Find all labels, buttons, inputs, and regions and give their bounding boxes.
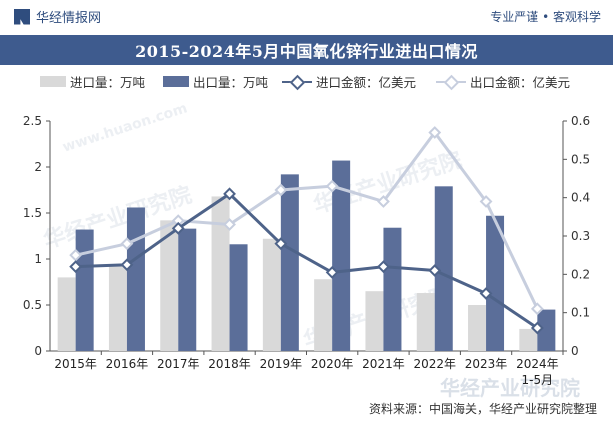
point-import-amt — [428, 264, 442, 277]
y-right-tick-label: 0.1 — [571, 306, 590, 320]
bar-import-qty — [108, 266, 127, 351]
point-export-amt — [428, 126, 442, 139]
top-bar: 华经情报网 专业严谨 • 客观科学 — [0, 0, 613, 34]
legend-label-import-amt: 进口金额：亿美元 — [316, 75, 417, 90]
brand-name: 华经情报网 — [36, 11, 102, 26]
legend-item-import-qty: 进口量：万吨 — [40, 72, 145, 91]
legend-item-export-qty: 出口量：万吨 — [163, 72, 268, 91]
y-right-tick-label: 0.3 — [571, 229, 590, 243]
y-right-tick-label: 0.2 — [571, 267, 590, 281]
bar-export-qty — [280, 174, 299, 351]
x-tick-label: 2024年 — [516, 357, 559, 371]
point-export-amt — [377, 195, 390, 208]
data-source: 资料来源：中国海关，华经产业研究院整理 — [368, 402, 597, 416]
x-tick-label: 2017年 — [157, 357, 200, 371]
bar-import-qty — [416, 293, 435, 351]
point-export-amt — [223, 218, 236, 231]
bar-export-qty — [434, 186, 453, 351]
y-left-tick-label: 1 — [34, 252, 42, 266]
x-tick-label: 2016年 — [106, 357, 149, 371]
y-right-tick-label: 0 — [571, 344, 579, 358]
x-tick-label: 2022年 — [413, 357, 456, 371]
legend-swatch-export-amt — [436, 76, 466, 88]
y-right-tick-label: 0.6 — [571, 114, 590, 128]
point-import-amt — [377, 260, 390, 274]
line-export-amt — [75, 129, 539, 310]
slogan: 专业严谨 • 客观科学 — [490, 10, 601, 24]
x-tick-label: 2015年 — [54, 357, 97, 371]
bar-import-qty — [365, 291, 384, 351]
line-import-amt — [75, 191, 539, 330]
x-tick-label: 2023年 — [465, 357, 508, 371]
y-right-tick-label: 0.4 — [571, 191, 590, 205]
bar-export-qty — [383, 227, 402, 351]
point-import-amt — [274, 237, 288, 251]
point-export-amt — [120, 237, 134, 251]
x-tick-label: 2020年 — [311, 357, 354, 371]
legend-label-import-qty: 进口量：万吨 — [70, 75, 146, 90]
point-import-amt — [325, 266, 339, 279]
bar-import-qty — [262, 238, 281, 351]
point-import-amt — [171, 221, 185, 235]
point-import-amt — [120, 258, 134, 272]
x-tick-label: 2019年 — [260, 357, 303, 371]
legend-item-export-amt: 出口金额：亿美元 — [436, 72, 570, 91]
point-export-amt — [530, 302, 544, 316]
y-left-tick-label: 0 — [34, 344, 42, 358]
point-import-amt — [223, 187, 236, 201]
y-left-tick-label: 1.5 — [23, 206, 42, 220]
bar-import-qty — [211, 196, 230, 351]
bar-import-qty — [314, 279, 333, 351]
chart-title: 2015-2024年5月中国氧化锌行业进出口情况 — [135, 42, 478, 61]
chart-legend: 进口量：万吨 出口量：万吨 进口金额：亿美元 出口金额：亿美元 — [0, 72, 613, 94]
bar-export-qty — [537, 309, 556, 351]
bar-export-qty — [75, 229, 94, 351]
y-left-tick-label: 2 — [34, 160, 42, 174]
x-tick-label: 2021年 — [362, 357, 405, 371]
bar-export-qty — [332, 160, 351, 351]
bar-import-qty — [160, 220, 179, 351]
bar-export-qty — [126, 207, 145, 351]
chart-title-bar: 2015-2024年5月中国氧化锌行业进出口情况 — [0, 35, 613, 65]
legend-swatch-export-qty — [163, 76, 189, 87]
point-export-amt — [325, 179, 339, 193]
legend-item-import-amt: 进口金额：亿美元 — [282, 72, 416, 91]
y-left-tick-label: 0.5 — [23, 298, 42, 312]
legend-swatch-import-qty — [40, 76, 66, 87]
point-import-amt — [530, 321, 544, 335]
point-import-amt — [69, 260, 83, 274]
bar-export-qty — [486, 215, 505, 351]
legend-swatch-import-amt — [282, 76, 312, 88]
point-import-amt — [479, 287, 493, 300]
brand-logo-icon — [14, 8, 30, 25]
bar-import-qty — [519, 328, 538, 351]
point-export-amt — [274, 183, 288, 197]
point-export-amt — [479, 195, 493, 208]
x-tick-label: 2018年 — [208, 357, 251, 371]
brand: 华经情报网 — [14, 7, 101, 26]
y-left-tick-label: 2.5 — [23, 114, 42, 128]
bar-import-qty — [57, 277, 76, 351]
legend-label-export-qty: 出口量：万吨 — [193, 75, 269, 90]
x-tick-label: 1-5月 — [522, 373, 554, 387]
legend-label-export-amt: 出口金额：亿美元 — [470, 75, 571, 90]
bar-import-qty — [468, 305, 487, 351]
bar-export-qty — [178, 228, 197, 351]
bar-export-qty — [229, 244, 248, 351]
y-right-tick-label: 0.5 — [571, 152, 590, 166]
point-export-amt — [69, 248, 83, 262]
